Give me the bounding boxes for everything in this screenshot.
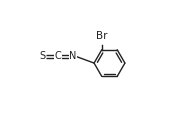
Text: N: N [69,51,77,61]
Text: C: C [55,51,61,61]
Text: S: S [40,51,46,61]
Text: Br: Br [96,31,108,41]
